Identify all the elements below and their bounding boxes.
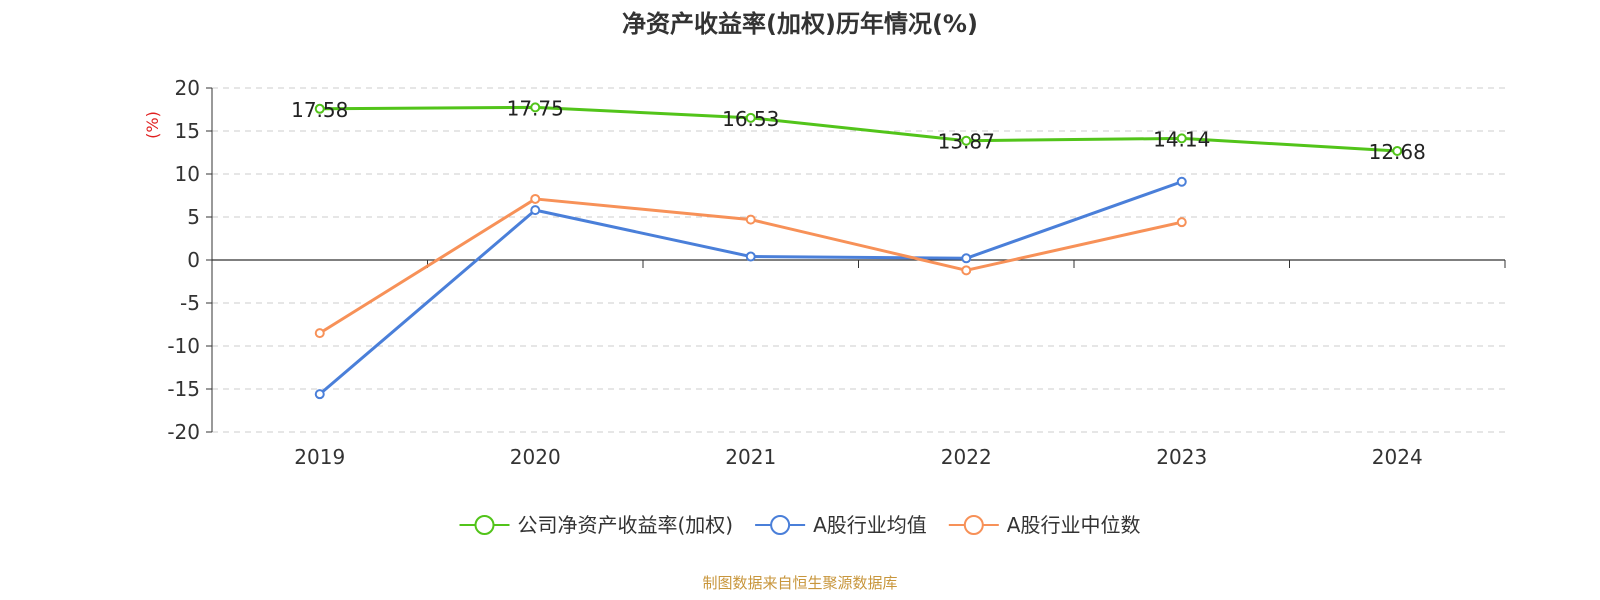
- y-tick-label: 10: [175, 162, 200, 186]
- legend-marker: [770, 515, 791, 535]
- series-0-point-2021: [745, 112, 756, 123]
- y-tick-label: 20: [175, 76, 200, 100]
- series-2-point-2021: [745, 214, 756, 225]
- legend-item-0: 公司净资产收益率(加权): [459, 513, 734, 537]
- data-label-2020: 17.75: [507, 96, 564, 120]
- series-1-point-2020: [530, 205, 541, 216]
- series-1: [314, 176, 1187, 400]
- x-tick-label-2019: 2019: [294, 445, 345, 469]
- data-label-2019: 17.58: [291, 98, 348, 122]
- legend-item-1: A股行业均值: [755, 513, 927, 537]
- series-2-point-2022: [961, 265, 972, 276]
- legend-label: 公司净资产收益率(加权): [518, 513, 734, 537]
- y-tick-label: 15: [175, 119, 200, 143]
- chart-title: 净资产收益率(加权)历年情况(%): [622, 10, 978, 38]
- data-label-2023: 14.14: [1153, 127, 1210, 151]
- series-0-point-2022: [961, 135, 972, 146]
- series-1-point-2019: [314, 389, 325, 400]
- y-tick-label: -15: [167, 377, 200, 401]
- series-line-1: [318, 180, 1183, 396]
- data-label-2021: 16.53: [722, 107, 779, 131]
- series-2: [314, 193, 1187, 339]
- legend-marker: [474, 515, 495, 535]
- legend-label: A股行业中位数: [1007, 513, 1141, 537]
- x-tick-label-2020: 2020: [510, 445, 561, 469]
- y-tick-label: 0: [187, 248, 200, 272]
- series-0-point-2020: [530, 102, 541, 113]
- axes: 20 15 10 5 0 -5 -10 -15 -20 2019 2020 2021 2022 2023 2…: [167, 76, 1506, 469]
- series-line-0: [319, 105, 1398, 153]
- series-2-point-2020: [530, 193, 541, 204]
- series-0: [314, 102, 1403, 156]
- data-labels: 17.58 17.75 16.53 13.87 14.14 12.68: [291, 96, 1426, 164]
- legend-label: A股行业均值: [813, 513, 927, 537]
- y-tick-label: 5: [187, 205, 200, 229]
- y-axis-label: (%): [143, 111, 162, 139]
- series-lines: [314, 102, 1403, 400]
- series-0-point-2024: [1392, 145, 1403, 156]
- source-note: 制图数据来自恒生聚源数据库: [702, 574, 897, 592]
- series-2-point-2019: [314, 328, 325, 339]
- data-label-2022: 13.87: [938, 130, 995, 154]
- series-2-point-2023: [1176, 217, 1187, 228]
- x-tick-label-2024: 2024: [1372, 445, 1423, 469]
- x-tick-label-2023: 2023: [1156, 445, 1207, 469]
- x-tick-label-2022: 2022: [941, 445, 992, 469]
- series-1-point-2022: [961, 253, 972, 264]
- y-tick-label: -10: [167, 334, 200, 358]
- series-0-point-2023: [1176, 133, 1187, 144]
- series-0-point-2019: [314, 103, 325, 114]
- legend: 公司净资产收益率(加权) A股行业均值 A股行业中位数: [459, 513, 1141, 537]
- data-label-2024: 12.68: [1369, 140, 1426, 164]
- legend-item-2: A股行业中位数: [948, 513, 1141, 537]
- series-1-point-2023: [1176, 176, 1187, 187]
- y-tick-label: -5: [180, 291, 200, 315]
- y-tick-label: -20: [167, 420, 200, 444]
- series-1-point-2021: [745, 251, 756, 262]
- x-tick-label-2021: 2021: [725, 445, 776, 469]
- legend-marker: [963, 515, 984, 535]
